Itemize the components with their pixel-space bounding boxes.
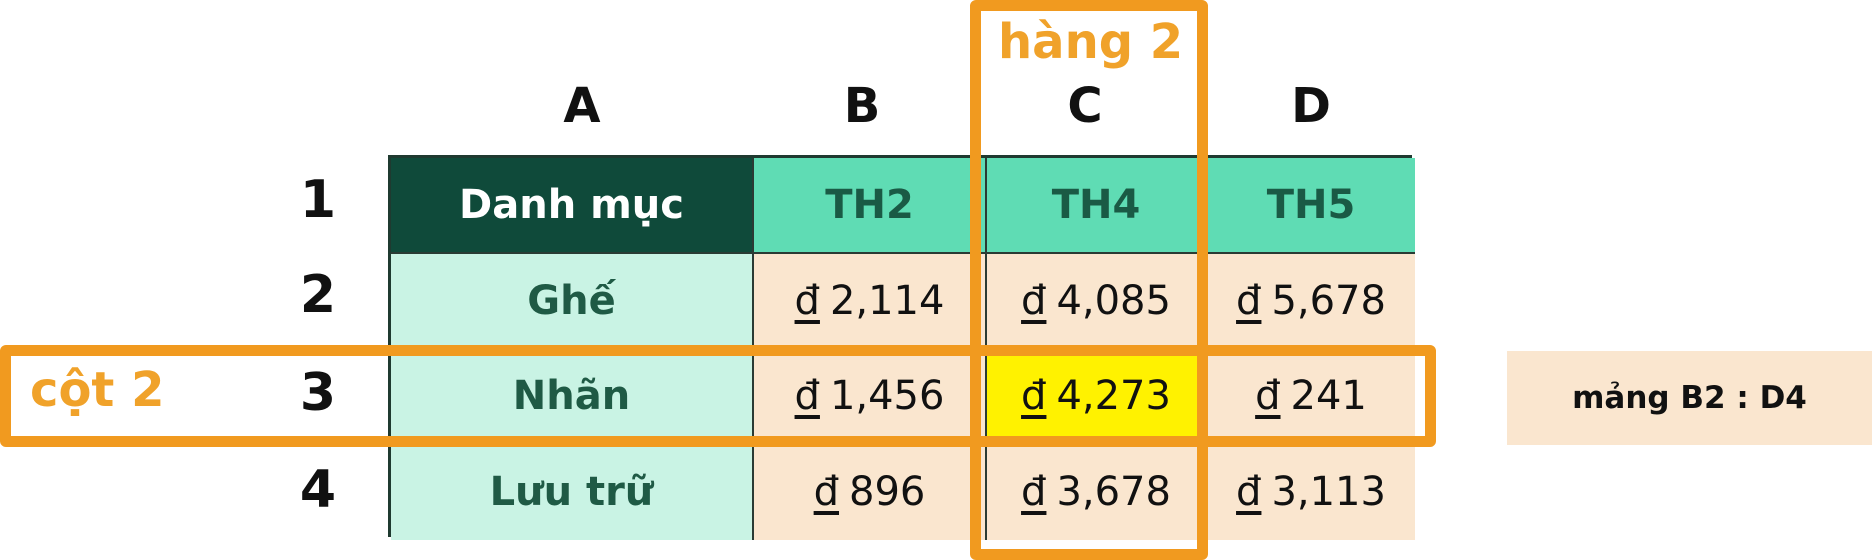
value-amount: 3,113	[1271, 469, 1386, 515]
column-highlight-label: hàng 2	[998, 14, 1184, 70]
column-letter-c: C	[1067, 78, 1103, 134]
currency-symbol: đ	[1236, 469, 1262, 515]
value-cell: đ 5,678	[1207, 254, 1415, 349]
row-label-cell: Nhãn	[391, 349, 754, 444]
row-number-4: 4	[299, 460, 337, 520]
value-cell: đ 241	[1207, 349, 1415, 444]
value-amount: 4,085	[1056, 277, 1171, 324]
value-amount: 1,456	[829, 372, 945, 419]
column-letter-d: D	[1291, 78, 1331, 134]
currency-symbol: đ	[813, 469, 840, 515]
value-cell: đ 3,678	[987, 444, 1207, 540]
column-letter-a: A	[563, 78, 601, 134]
spreadsheet-table: Danh mục TH2 TH4 TH5 Ghế đ 2,114 đ 4,085 đ…	[388, 155, 1415, 540]
value-amount: 2,114	[829, 277, 945, 324]
currency-symbol: đ	[1021, 372, 1047, 419]
header-cell-th4: TH4	[987, 158, 1207, 254]
column-letter-b: B	[843, 78, 881, 134]
row-label-cell: Lưu trữ	[391, 444, 754, 540]
value-amount: 5,678	[1271, 277, 1386, 324]
value-amount: 4,273	[1056, 372, 1171, 419]
currency-symbol: đ	[1255, 372, 1281, 419]
header-cell-category: Danh mục	[391, 158, 754, 254]
range-label: mảng B2 : D4	[1572, 380, 1807, 416]
value-cell: đ 1,456	[754, 349, 987, 444]
value-cell: đ 3,113	[1207, 444, 1415, 540]
header-cell-th2: TH2	[754, 158, 987, 254]
value-cell: đ 896	[754, 444, 987, 540]
row-number-3: 3	[299, 363, 337, 423]
header-cell-th5: TH5	[1207, 158, 1415, 254]
value-amount: 241	[1290, 372, 1367, 419]
currency-symbol: đ	[1236, 277, 1262, 324]
row-number-2: 2	[299, 265, 337, 325]
highlighted-value-cell: đ 4,273	[987, 349, 1207, 444]
value-amount: 896	[849, 469, 926, 515]
row-highlight-label: cột 2	[30, 362, 165, 418]
currency-symbol: đ	[794, 277, 820, 324]
currency-symbol: đ	[794, 372, 820, 419]
row-label-cell: Ghế	[391, 254, 754, 349]
currency-symbol: đ	[1021, 277, 1047, 324]
value-amount: 3,678	[1056, 469, 1171, 515]
row-number-1: 1	[299, 170, 337, 230]
range-label-box: mảng B2 : D4	[1507, 351, 1872, 445]
value-cell: đ 2,114	[754, 254, 987, 349]
currency-symbol: đ	[1021, 469, 1047, 515]
value-cell: đ 4,085	[987, 254, 1207, 349]
